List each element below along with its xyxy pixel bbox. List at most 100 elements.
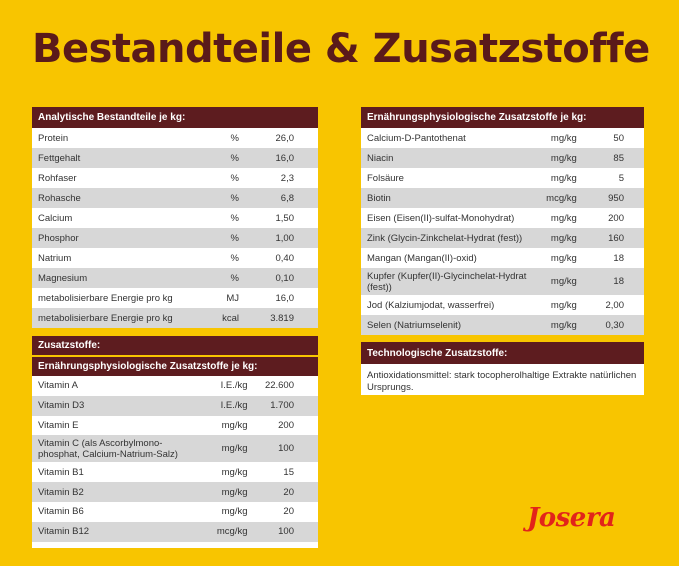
row-value: 16,0 (275, 152, 295, 164)
table-row: Vitamin B12 mcg/kg 100 (32, 521, 318, 542)
row-value: 950 (608, 192, 624, 204)
table-row: Eisen (Eisen(II)-sulfat-Monohydrat) mg/kg… (361, 208, 644, 228)
row-label: Kupfer (Kupfer(II)-Glycinchelat-Hydrat (… (367, 270, 527, 293)
row-unit: % (230, 212, 239, 224)
row-label: Magnesium (38, 272, 88, 284)
row-unit: mg/kg (550, 232, 577, 244)
table-row: Magnesium% 0,10 (32, 268, 318, 288)
row-value: 50 (613, 132, 624, 144)
analytical-table: Analytische Bestandteile je kg: Protein%… (32, 107, 318, 328)
table-row: Rohasche% 6,8 (32, 188, 318, 208)
row-value: 160 (608, 232, 624, 244)
row-unit: mg/kg (550, 252, 577, 264)
table-row: Mangan (Mangan(II)-oxid) mg/kg 18 (361, 248, 644, 268)
row-label: Zink (Glycin-Zinkchelat-Hydrat (fest)) (367, 232, 523, 244)
table-row: Rohfaser% 2,3 (32, 168, 318, 188)
technological-table: Technologische Zusatzstoffe: Antioxidati… (361, 342, 644, 395)
row-label: Protein (38, 132, 69, 144)
row-value: 16,0 (275, 292, 295, 304)
row-value: 200 (608, 212, 624, 224)
row-label: Vitamin B2 (38, 486, 84, 498)
row-value: 1.700 (270, 400, 294, 412)
row-unit: mcg/kg (216, 526, 248, 538)
row-value: 100 (278, 526, 294, 538)
row-label: Mangan (Mangan(II)-oxid) (367, 252, 477, 264)
row-value: 200 (278, 419, 294, 431)
row-label: Eisen (Eisen(II)-sulfat-Monohydrat) (367, 212, 515, 224)
row-unit: % (230, 252, 239, 264)
row-label: Vitamin B12 (38, 526, 90, 538)
table-row: Vitamin C (als Ascorbylmono-phosphat, Ca… (32, 435, 318, 463)
row-unit: mg/kg (550, 276, 577, 287)
row-unit: mg/kg (221, 443, 248, 455)
row-label: Vitamin B6 (38, 506, 84, 518)
row-value: 5 (618, 172, 624, 184)
table-row: Phosphor% 1,00 (32, 228, 318, 248)
row-label: Selen (Natriumselenit) (367, 319, 461, 331)
technological-text: Antioxidationsmittel: stark tocopherolha… (367, 370, 637, 393)
table-row: Vitamin E mg/kg 200 (32, 416, 318, 436)
table-row: Natrium% 0,40 (32, 248, 318, 268)
row-value: 3.819 (270, 312, 294, 324)
row-label: metabolisierbare Energie pro kg (38, 312, 173, 324)
row-label: Vitamin E (38, 419, 79, 431)
row-unit: mg/kg (221, 506, 248, 518)
row-value: 6,8 (280, 192, 294, 204)
row-unit: mg/kg (550, 212, 577, 224)
row-unit: % (230, 272, 239, 284)
nutritional-table-header: Ernährungsphysiologische Zusatzstoffe je… (361, 107, 644, 128)
table-row: Niacin mg/kg 85 (361, 148, 644, 168)
table-row: metabolisierbare Energie pro kg MJ 16,0 (32, 288, 318, 308)
additives-subheader: Ernährungsphysiologische Zusatzstoffe je… (32, 357, 318, 376)
row-unit: mg/kg (550, 172, 577, 184)
table-row: Vitamin B1 mg/kg 15 (32, 462, 318, 482)
row-unit: mg/kg (221, 419, 248, 431)
additives-header: Zusatzstoffe: (32, 336, 318, 355)
row-unit: kcal (222, 312, 239, 324)
row-unit: % (230, 232, 239, 244)
row-label: Vitamin B1 (38, 466, 84, 478)
row-label: Rohasche (38, 192, 81, 204)
row-unit: mg/kg (221, 486, 248, 498)
row-label: Vitamin D3 (38, 400, 85, 412)
table-row: Calcium% 1,50 (32, 208, 318, 228)
row-unit: mg/kg (221, 466, 248, 478)
josera-logo: Josera (527, 503, 616, 533)
row-value: 18 (613, 276, 624, 287)
row-label: Fettgehalt (38, 152, 81, 164)
row-unit: I.E./kg (220, 380, 248, 392)
analytical-rows: Protein% 26,0 Fettgehalt% 16,0 Rohfaser% 2,3 R… (32, 128, 318, 328)
row-value: 20 (283, 486, 294, 498)
row-label: Jod (Kalziumjodat, wasserfrei) (367, 299, 495, 311)
row-label: Biotin (367, 192, 391, 204)
row-value: 1,00 (275, 232, 295, 244)
row-unit: I.E./kg (220, 400, 248, 412)
table-row: Kupfer (Kupfer(II)-Glycinchelat-Hydrat (… (361, 268, 644, 295)
row-unit: mg/kg (550, 299, 577, 311)
row-value: 1,50 (275, 212, 295, 224)
row-value: 100 (278, 443, 294, 455)
table-row: Protein% 26,0 (32, 128, 318, 148)
table-row: Jod (Kalziumjodat, wasserfrei) mg/kg 2,00 (361, 295, 644, 315)
technological-table-header: Technologische Zusatzstoffe: (361, 342, 644, 364)
row-value: 85 (613, 152, 624, 164)
table-row: Folsäure mg/kg 5 (361, 168, 644, 188)
row-label: Calcium (38, 212, 73, 224)
table-row: Biotin mcg/kg 950 (361, 188, 644, 208)
row-unit: % (230, 132, 239, 144)
row-value: 0,30 (605, 319, 625, 331)
nutritional-table: Ernährungsphysiologische Zusatzstoffe je… (361, 107, 644, 335)
row-value: 0,10 (275, 272, 295, 284)
row-label: Phosphor (38, 232, 79, 244)
row-label: metabolisierbare Energie pro kg (38, 292, 173, 304)
table-row: Selen (Natriumselenit) mg/kg 0,30 (361, 315, 644, 335)
header-divider (32, 355, 318, 357)
row-label: Natrium (38, 252, 72, 264)
row-unit: mcg/kg (546, 192, 577, 204)
table-row: Vitamin B6 mg/kg 20 (32, 502, 318, 522)
row-unit: % (230, 172, 239, 184)
analytical-table-header: Analytische Bestandteile je kg: (32, 107, 318, 128)
row-label: Rohfaser (38, 172, 77, 184)
row-label: Vitamin A (38, 380, 78, 392)
row-label: Niacin (367, 152, 394, 164)
